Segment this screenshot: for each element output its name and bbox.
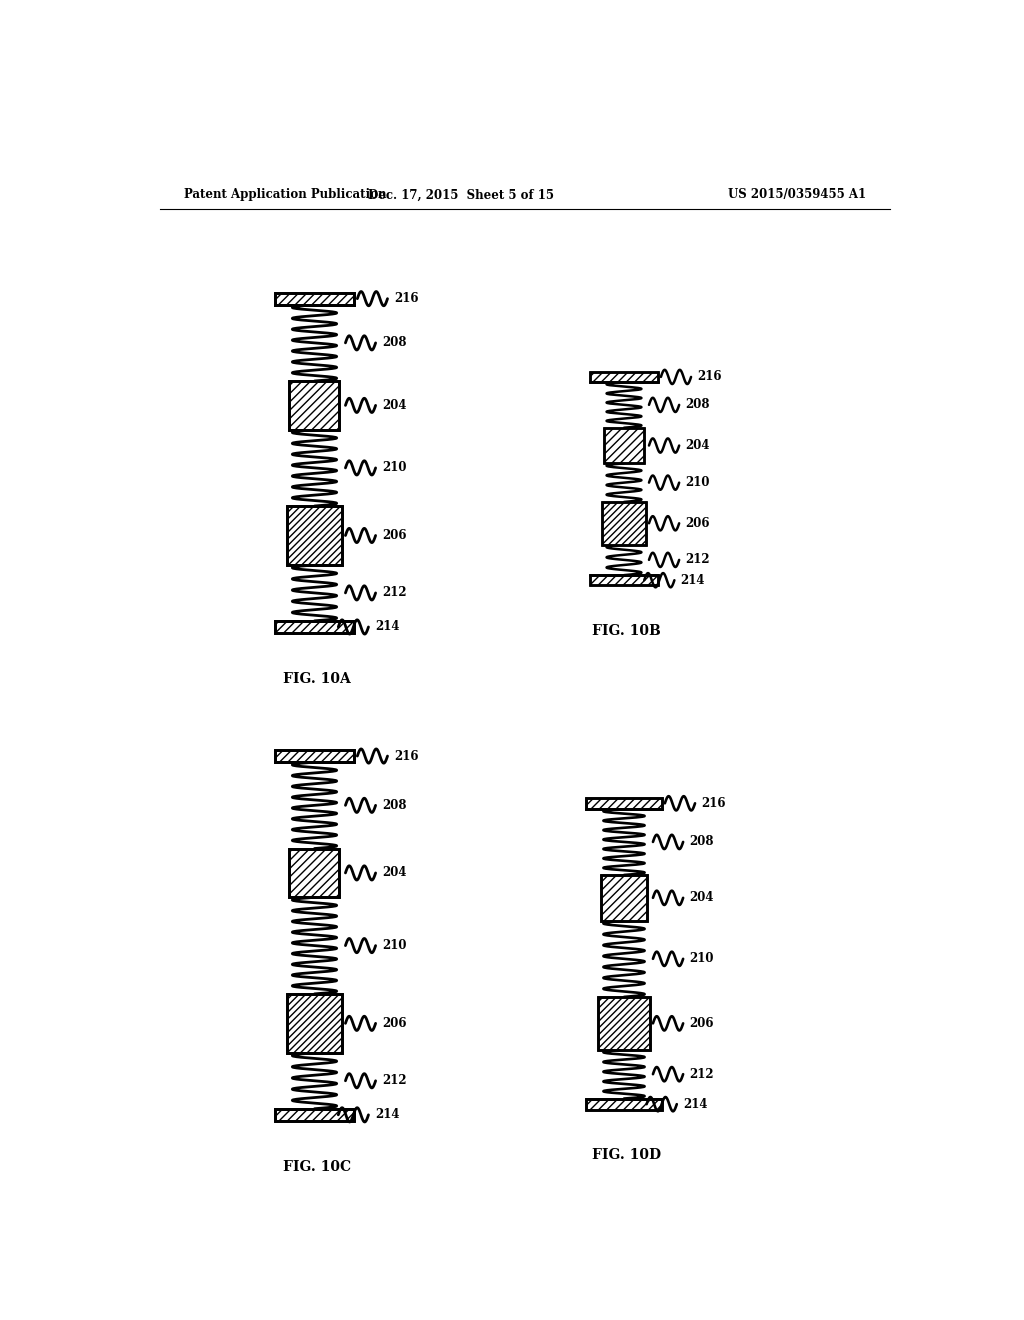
Bar bbox=[274, 1109, 354, 1121]
Text: 208: 208 bbox=[382, 799, 407, 812]
Bar bbox=[274, 293, 354, 305]
Text: US 2015/0359455 A1: US 2015/0359455 A1 bbox=[728, 189, 866, 202]
Text: 212: 212 bbox=[382, 586, 407, 599]
Bar bbox=[604, 428, 644, 463]
Text: 216: 216 bbox=[701, 797, 726, 809]
Text: 210: 210 bbox=[685, 477, 710, 490]
Bar bbox=[274, 293, 354, 305]
Text: 208: 208 bbox=[689, 836, 714, 849]
Bar bbox=[598, 997, 650, 1049]
Bar bbox=[587, 797, 662, 809]
Text: 204: 204 bbox=[685, 440, 710, 451]
Text: 214: 214 bbox=[683, 1098, 708, 1110]
Text: 206: 206 bbox=[382, 529, 407, 543]
Text: 214: 214 bbox=[375, 1109, 399, 1121]
Text: 204: 204 bbox=[382, 399, 407, 412]
Bar bbox=[287, 506, 342, 565]
Text: FIG. 10A: FIG. 10A bbox=[283, 672, 350, 685]
Text: 216: 216 bbox=[697, 371, 722, 383]
Bar bbox=[274, 750, 354, 762]
Bar bbox=[274, 1109, 354, 1121]
Bar bbox=[602, 502, 646, 545]
Bar bbox=[274, 620, 354, 634]
Text: 212: 212 bbox=[685, 553, 710, 566]
Bar bbox=[590, 576, 657, 585]
Text: 208: 208 bbox=[382, 337, 407, 350]
Bar bbox=[290, 381, 340, 430]
Text: 204: 204 bbox=[689, 891, 714, 904]
Text: 206: 206 bbox=[685, 517, 710, 529]
Bar bbox=[587, 1098, 662, 1110]
Bar bbox=[287, 506, 342, 565]
Text: 212: 212 bbox=[382, 1074, 407, 1088]
Text: FIG. 10C: FIG. 10C bbox=[283, 1159, 351, 1173]
Text: 214: 214 bbox=[681, 574, 706, 586]
Bar bbox=[287, 994, 342, 1053]
Bar bbox=[290, 849, 340, 898]
Bar bbox=[590, 372, 657, 381]
Bar bbox=[601, 875, 647, 921]
Bar bbox=[602, 502, 646, 545]
Bar bbox=[290, 849, 340, 898]
Text: 210: 210 bbox=[382, 462, 407, 474]
Bar bbox=[587, 797, 662, 809]
Bar bbox=[598, 997, 650, 1049]
Text: Patent Application Publication: Patent Application Publication bbox=[183, 189, 386, 202]
Text: 206: 206 bbox=[382, 1016, 407, 1030]
Text: 216: 216 bbox=[394, 750, 419, 763]
Text: 204: 204 bbox=[382, 866, 407, 879]
Text: FIG. 10D: FIG. 10D bbox=[592, 1148, 662, 1163]
Text: 208: 208 bbox=[685, 399, 710, 412]
Text: 210: 210 bbox=[382, 939, 407, 952]
Bar bbox=[290, 381, 340, 430]
Text: 212: 212 bbox=[689, 1068, 714, 1081]
Bar bbox=[601, 875, 647, 921]
Text: 206: 206 bbox=[689, 1016, 714, 1030]
Text: Dec. 17, 2015  Sheet 5 of 15: Dec. 17, 2015 Sheet 5 of 15 bbox=[369, 189, 554, 202]
Text: 214: 214 bbox=[375, 620, 399, 634]
Text: FIG. 10B: FIG. 10B bbox=[592, 624, 662, 638]
Bar bbox=[287, 994, 342, 1053]
Bar bbox=[274, 620, 354, 634]
Bar bbox=[604, 428, 644, 463]
Bar bbox=[274, 750, 354, 762]
Bar bbox=[587, 1098, 662, 1110]
Text: 210: 210 bbox=[689, 952, 714, 965]
Bar bbox=[590, 372, 657, 381]
Text: 216: 216 bbox=[394, 292, 419, 305]
Bar bbox=[590, 576, 657, 585]
